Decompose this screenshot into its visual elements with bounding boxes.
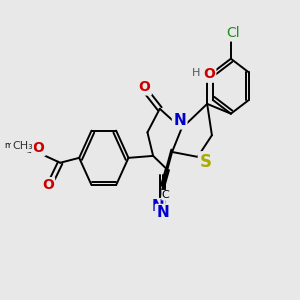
Text: C: C xyxy=(162,190,169,200)
Text: H: H xyxy=(192,68,200,78)
Text: O: O xyxy=(42,178,54,192)
Text: N: N xyxy=(173,113,186,128)
Text: O: O xyxy=(203,68,215,81)
Text: Cl: Cl xyxy=(226,26,240,40)
Text: N: N xyxy=(156,205,169,220)
Text: O: O xyxy=(32,141,44,155)
Text: S: S xyxy=(199,153,211,171)
Text: N: N xyxy=(152,200,164,214)
Text: CH₃: CH₃ xyxy=(12,141,33,151)
Text: O: O xyxy=(139,80,151,94)
Text: methyl: methyl xyxy=(4,141,33,150)
